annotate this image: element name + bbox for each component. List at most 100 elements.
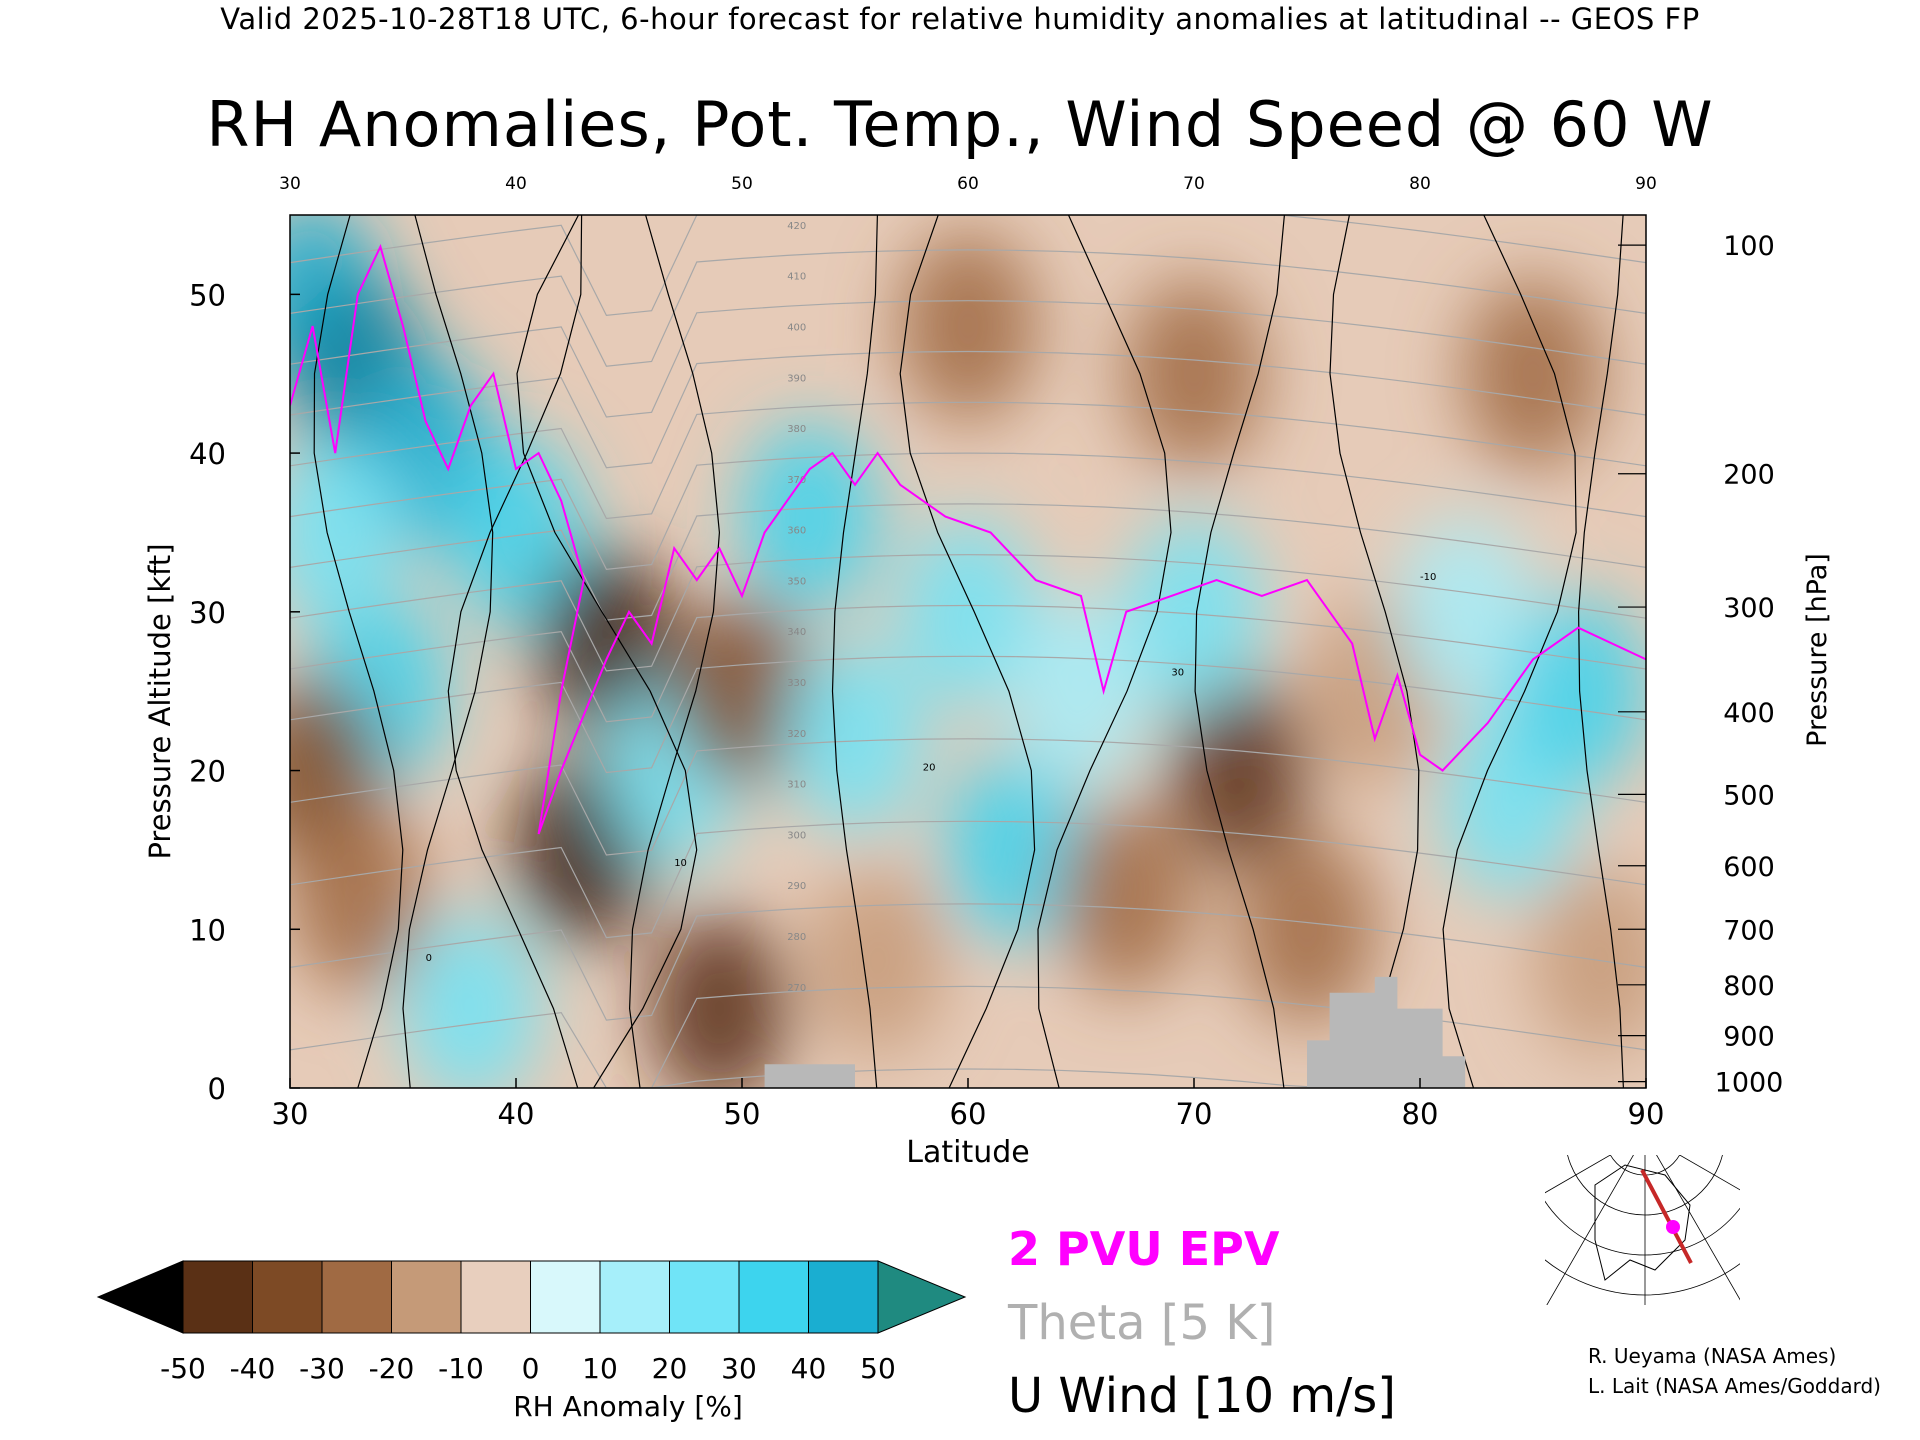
rh-blob <box>649 913 790 1088</box>
legend-epv: 2 PVU EPV <box>1008 1222 1280 1276</box>
rh-blob <box>446 437 586 628</box>
colorbar-segment <box>252 1260 323 1334</box>
theta-line <box>290 249 1646 367</box>
x-tick-label: 50 <box>724 1097 761 1131</box>
rh-blob <box>1056 802 1197 993</box>
theta-label: 340 <box>787 627 806 638</box>
pressure-tick-label: 100 <box>1723 231 1775 262</box>
colorbar-segment <box>391 1260 462 1334</box>
wind-line <box>628 215 721 1088</box>
theta-line <box>290 452 1646 570</box>
colorbar-segment <box>599 1260 670 1334</box>
theta-line <box>290 554 1646 672</box>
pressure-tick-label: 700 <box>1723 915 1775 946</box>
theta-label: 420 <box>787 221 806 232</box>
rh-field <box>290 215 1646 1088</box>
y-tick-label: 10 <box>189 913 226 947</box>
x-top-tick-label: 50 <box>731 174 753 194</box>
wind-contours: 0 10 20 30 -10 <box>313 215 1624 1088</box>
map-cross-section-line <box>1640 1169 1693 1264</box>
theta-line <box>290 604 1646 723</box>
colorbar: -50 -40 -30 -20 -10 0 10 20 30 40 50 <box>96 1260 967 1385</box>
pressure-tick-label: 600 <box>1723 852 1775 883</box>
pressure-tick-label: 500 <box>1723 780 1775 811</box>
pressure-tick-label: 300 <box>1723 593 1775 624</box>
rh-blob <box>1011 596 1151 787</box>
map-coastline <box>1594 1164 1691 1281</box>
colorbar-tick-label: -50 <box>160 1352 206 1385</box>
map-contents <box>1545 1155 1740 1305</box>
theta-label: 370 <box>787 475 806 486</box>
y-tick-label: 0 <box>208 1072 226 1106</box>
rh-blob <box>1124 516 1264 707</box>
rh-blob <box>1169 675 1310 866</box>
theta-line <box>290 350 1646 469</box>
y2-axis-label: Pressure [hPa] <box>1802 553 1833 747</box>
wind-line <box>447 215 583 1088</box>
locator-map <box>1545 1155 1740 1305</box>
wind-line <box>516 215 698 1088</box>
theta-label: 270 <box>787 983 806 994</box>
pressure-tick-label: 900 <box>1723 1022 1775 1053</box>
theta-label: 360 <box>787 526 806 537</box>
colorbar-segment <box>669 1260 740 1334</box>
colorbar-tick-label: 40 <box>791 1352 827 1385</box>
y-tick-label: 30 <box>189 596 226 630</box>
theta-label: 350 <box>787 576 806 587</box>
pressure-tick-label: 200 <box>1723 460 1775 491</box>
colorbar-segment <box>182 1260 253 1334</box>
wind-label: -10 <box>1420 572 1436 583</box>
colorbar-tick-label: 10 <box>582 1352 618 1385</box>
theta-label: 410 <box>787 272 806 283</box>
x-tick-label: 90 <box>1628 1097 1665 1131</box>
theta-label: 280 <box>787 932 806 943</box>
credit-ueyama: R. Ueyama (NASA Ames) <box>1588 1344 1837 1368</box>
theta-label: 380 <box>787 424 806 435</box>
rh-blob <box>1124 278 1264 469</box>
rh-blob <box>807 866 948 1057</box>
colorbar-tick-label: -30 <box>299 1352 345 1385</box>
map-position-marker <box>1666 1220 1680 1234</box>
theta-label: 330 <box>787 678 806 689</box>
legend-wind: U Wind [10 m/s] <box>1008 1368 1397 1424</box>
colorbar-segment <box>738 1260 809 1334</box>
colorbar-max-arrow <box>877 1260 967 1334</box>
wind-line <box>1194 215 1285 1088</box>
wind-line <box>1577 215 1624 1088</box>
y-tick-label: 20 <box>189 755 226 789</box>
theta-line <box>290 401 1646 520</box>
rh-blob <box>1237 834 1377 1025</box>
colorbar-tick-label: -40 <box>230 1352 276 1385</box>
colorbar-tick-label: -10 <box>438 1352 484 1385</box>
rh-blob <box>739 421 880 612</box>
pressure-tick-label: 400 <box>1723 698 1775 729</box>
theta-label: 310 <box>787 780 806 791</box>
colorbar-label: RH Anomaly [%] <box>513 1390 743 1423</box>
rh-blob <box>1463 278 1603 469</box>
theta-line <box>290 503 1646 621</box>
y-tick-label: 50 <box>189 278 226 312</box>
epv-2pvu-line <box>290 243 1646 835</box>
wind-label: 10 <box>674 858 687 869</box>
colorbar-segment <box>808 1260 879 1334</box>
rh-blob <box>785 643 925 834</box>
theta-line <box>290 738 1646 856</box>
x-tick-label: 40 <box>498 1097 535 1131</box>
colorbar-tick-label: -20 <box>369 1352 415 1385</box>
x-tick-label: 60 <box>950 1097 987 1131</box>
theta-label: 300 <box>787 830 806 841</box>
rh-blob <box>1530 866 1646 1056</box>
plot-area: 4204104003903803703603503403303203103002… <box>289 214 1647 1089</box>
pressure-tick-label: 800 <box>1723 971 1775 1002</box>
wind-label: 0 <box>426 953 432 964</box>
colorbar-segment <box>530 1260 601 1334</box>
rh-blob <box>400 913 541 1088</box>
colorbar-segment <box>460 1260 531 1334</box>
theta-label: 320 <box>787 729 806 740</box>
x-tick-label: 30 <box>272 1097 309 1131</box>
rh-blob <box>943 754 1084 945</box>
theta-line <box>290 215 1646 317</box>
colorbar-tick-label: 20 <box>652 1352 688 1385</box>
theta-line <box>290 820 1646 939</box>
